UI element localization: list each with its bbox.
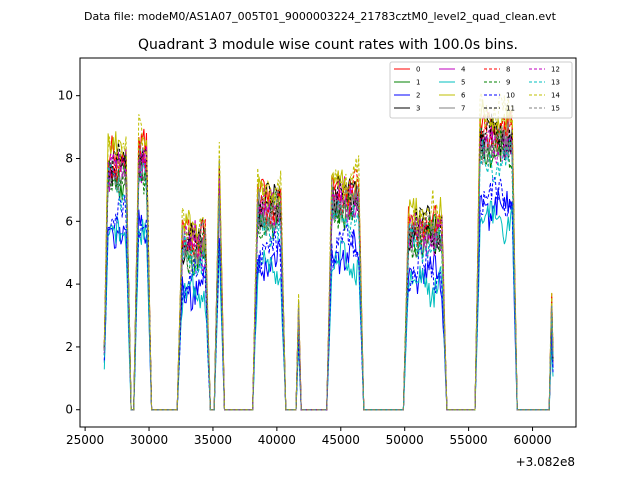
x-tick-label: 45000 bbox=[322, 433, 360, 447]
legend-label-6: 6 bbox=[461, 92, 466, 100]
series-line-15 bbox=[103, 126, 554, 411]
legend-frame bbox=[389, 61, 573, 119]
series-line-5 bbox=[103, 200, 554, 411]
legend-label-7: 7 bbox=[461, 105, 465, 113]
legend-label-13: 13 bbox=[551, 79, 560, 87]
legend-label-8: 8 bbox=[506, 66, 510, 74]
x-axis-ticks: 25000 30000 35000 40000 45000 50000 55000 60000 bbox=[66, 427, 552, 447]
legend-label-4: 4 bbox=[461, 66, 466, 74]
legend-label-3: 3 bbox=[416, 105, 420, 113]
plot-area: 25000 30000 35000 40000 45000 50000 55000 60000… bbox=[58, 57, 577, 469]
legend-label-2: 2 bbox=[416, 92, 420, 100]
legend-label-1: 1 bbox=[416, 79, 420, 87]
x-tick-label: 50000 bbox=[386, 433, 424, 447]
file-name-suptitle: Data file: modeM0/AS1A07_005T01_90000032… bbox=[84, 10, 557, 23]
legend-label-11: 11 bbox=[506, 105, 515, 113]
series-layer bbox=[103, 92, 554, 411]
x-tick-label: 55000 bbox=[450, 433, 488, 447]
x-tick-label: 40000 bbox=[258, 433, 296, 447]
y-tick-label: 4 bbox=[65, 277, 73, 291]
legend-label-10: 10 bbox=[506, 92, 515, 100]
y-tick-label: 0 bbox=[65, 403, 73, 417]
x-tick-label: 60000 bbox=[513, 433, 551, 447]
y-axis-ticks: 0 2 4 6 8 10 bbox=[58, 89, 80, 417]
x-tick-label: 30000 bbox=[130, 433, 168, 447]
y-tick-label: 2 bbox=[65, 340, 73, 354]
y-tick-label: 6 bbox=[65, 214, 73, 228]
y-tick-label: 10 bbox=[58, 89, 73, 103]
x-offset-label: +3.082e8 bbox=[516, 455, 575, 469]
chart-title: Quadrant 3 module wise count rates with … bbox=[138, 37, 518, 53]
x-tick-label: 25000 bbox=[66, 433, 104, 447]
axes-frame bbox=[79, 57, 577, 428]
legend-label-12: 12 bbox=[551, 66, 560, 74]
y-tick-label: 8 bbox=[65, 151, 73, 165]
series-line-10 bbox=[103, 175, 554, 411]
x-tick-label: 35000 bbox=[194, 433, 232, 447]
legend-label-0: 0 bbox=[416, 66, 420, 74]
legend-label-15: 15 bbox=[551, 105, 560, 113]
legend-label-5: 5 bbox=[461, 79, 465, 87]
legend-label-14: 14 bbox=[551, 92, 560, 100]
legend-label-9: 9 bbox=[506, 79, 510, 87]
